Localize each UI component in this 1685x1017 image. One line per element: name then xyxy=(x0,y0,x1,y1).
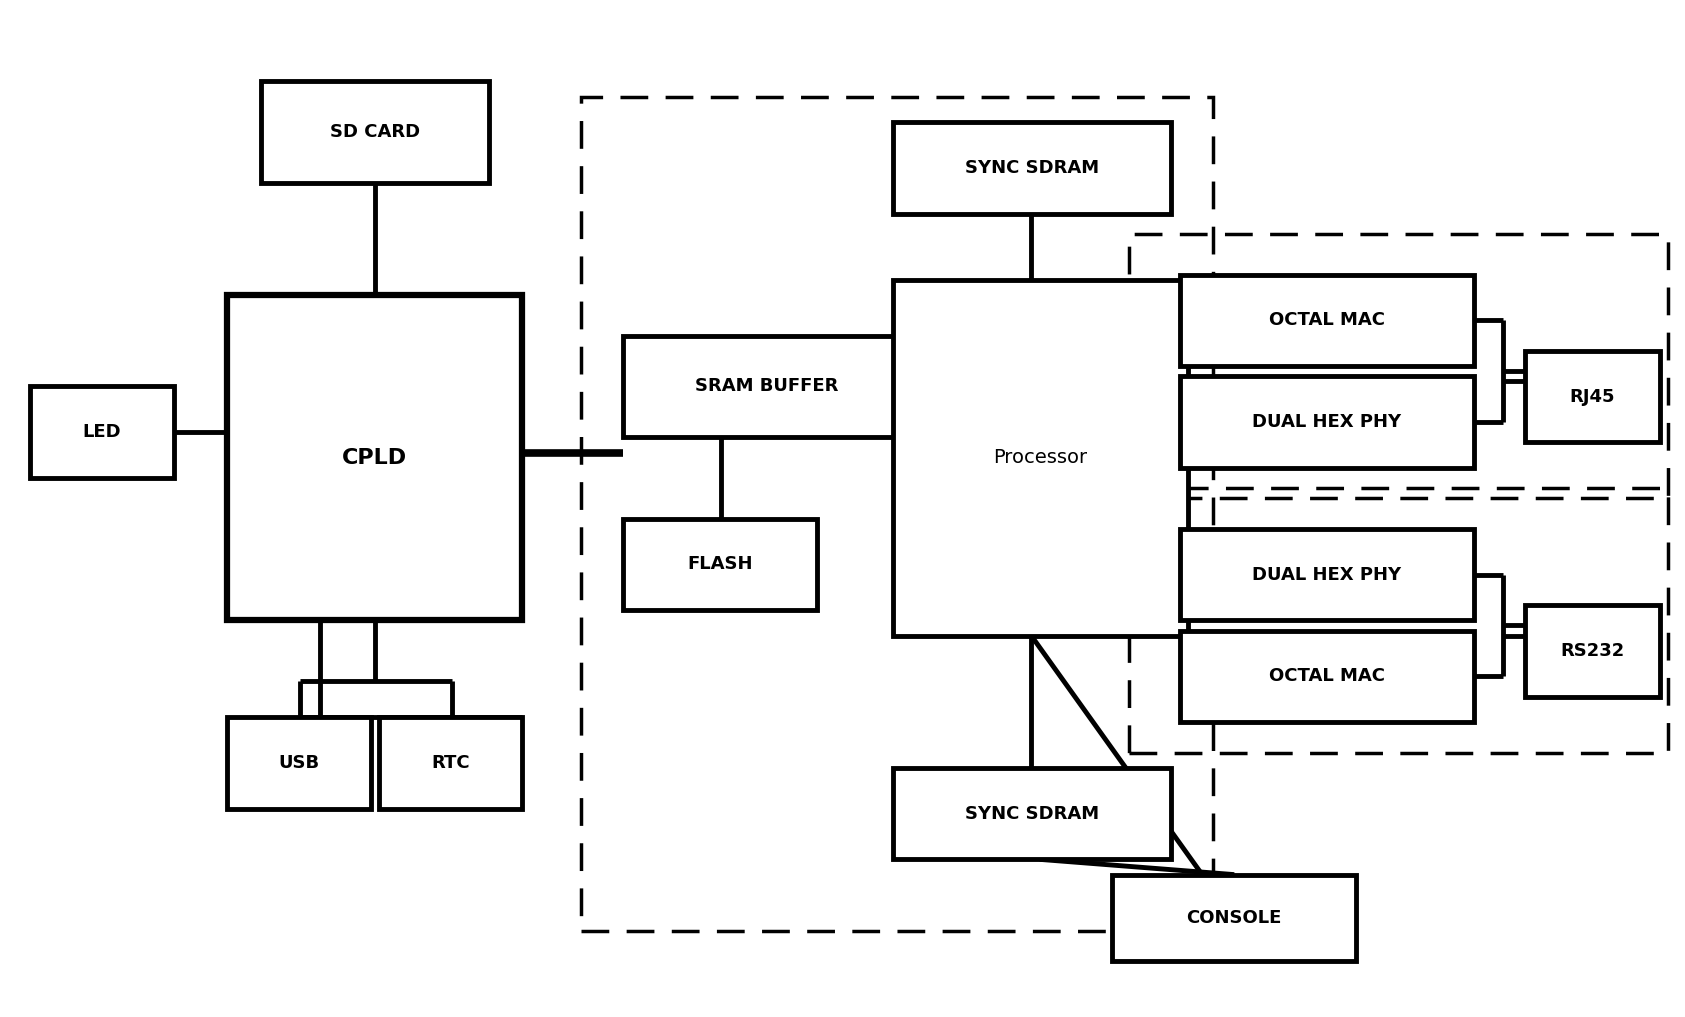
Bar xyxy=(1180,275,1474,366)
Text: USB: USB xyxy=(278,754,320,772)
Bar xyxy=(893,768,1171,859)
Text: CPLD: CPLD xyxy=(342,447,408,468)
Text: DUAL HEX PHY: DUAL HEX PHY xyxy=(1252,565,1402,584)
Bar xyxy=(1112,875,1356,961)
Text: RTC: RTC xyxy=(431,754,470,772)
Text: Processor: Processor xyxy=(994,448,1087,467)
Text: SYNC SDRAM: SYNC SDRAM xyxy=(966,804,1099,823)
Bar xyxy=(623,519,817,610)
Text: SYNC SDRAM: SYNC SDRAM xyxy=(966,159,1099,177)
Text: SRAM BUFFER: SRAM BUFFER xyxy=(694,377,839,396)
Bar xyxy=(1180,529,1474,620)
Text: OCTAL MAC: OCTAL MAC xyxy=(1269,667,1385,685)
Text: RJ45: RJ45 xyxy=(1569,387,1616,406)
Text: LED: LED xyxy=(83,423,121,441)
Bar xyxy=(227,295,522,620)
Bar xyxy=(1180,376,1474,468)
Text: CONSOLE: CONSOLE xyxy=(1186,909,1282,926)
Bar xyxy=(261,81,489,183)
Text: RS232: RS232 xyxy=(1560,642,1624,660)
Bar xyxy=(1180,631,1474,722)
Bar xyxy=(581,97,1213,931)
Bar xyxy=(379,717,522,809)
Bar xyxy=(1129,234,1668,498)
Bar xyxy=(30,386,174,478)
Bar xyxy=(1525,605,1660,697)
Bar xyxy=(1129,488,1668,753)
Bar xyxy=(227,717,371,809)
Text: DUAL HEX PHY: DUAL HEX PHY xyxy=(1252,413,1402,431)
Text: FLASH: FLASH xyxy=(687,555,753,574)
Text: SD CARD: SD CARD xyxy=(330,123,420,141)
Bar xyxy=(1525,351,1660,442)
Bar xyxy=(893,122,1171,214)
Bar xyxy=(893,280,1188,636)
Text: OCTAL MAC: OCTAL MAC xyxy=(1269,311,1385,330)
Bar xyxy=(623,336,910,437)
